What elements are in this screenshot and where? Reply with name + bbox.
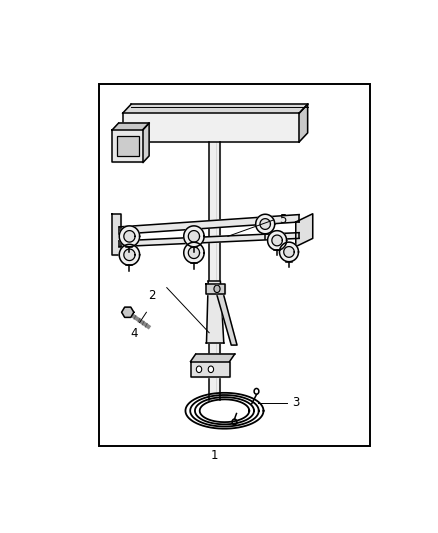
Polygon shape [256, 214, 275, 234]
Polygon shape [113, 123, 149, 130]
Polygon shape [184, 243, 204, 263]
Text: 5: 5 [279, 213, 286, 227]
Polygon shape [206, 281, 224, 343]
Polygon shape [119, 244, 140, 265]
Polygon shape [209, 142, 220, 400]
Polygon shape [191, 361, 230, 377]
Polygon shape [284, 247, 294, 257]
Polygon shape [119, 226, 140, 247]
Polygon shape [143, 123, 149, 163]
Polygon shape [260, 219, 270, 229]
Polygon shape [191, 354, 235, 361]
Text: 3: 3 [293, 396, 300, 409]
Polygon shape [123, 113, 299, 142]
Polygon shape [123, 104, 307, 113]
Polygon shape [122, 307, 134, 317]
Polygon shape [119, 232, 299, 247]
Polygon shape [188, 247, 200, 259]
Bar [99, 84, 371, 446]
Polygon shape [113, 130, 143, 163]
Polygon shape [299, 104, 307, 142]
Text: 2: 2 [148, 289, 155, 302]
Polygon shape [272, 235, 283, 246]
Polygon shape [206, 284, 226, 294]
Circle shape [214, 285, 220, 293]
Polygon shape [119, 215, 299, 235]
Polygon shape [279, 242, 298, 262]
Polygon shape [113, 214, 121, 255]
Polygon shape [124, 249, 135, 261]
Polygon shape [188, 231, 200, 242]
Text: 4: 4 [131, 327, 138, 341]
Polygon shape [296, 214, 313, 247]
Circle shape [208, 366, 214, 373]
Polygon shape [216, 292, 237, 345]
Polygon shape [184, 226, 204, 247]
Polygon shape [268, 231, 286, 250]
Text: 1: 1 [211, 449, 218, 463]
Polygon shape [124, 231, 135, 242]
Bar [117, 136, 139, 156]
Circle shape [196, 366, 202, 373]
